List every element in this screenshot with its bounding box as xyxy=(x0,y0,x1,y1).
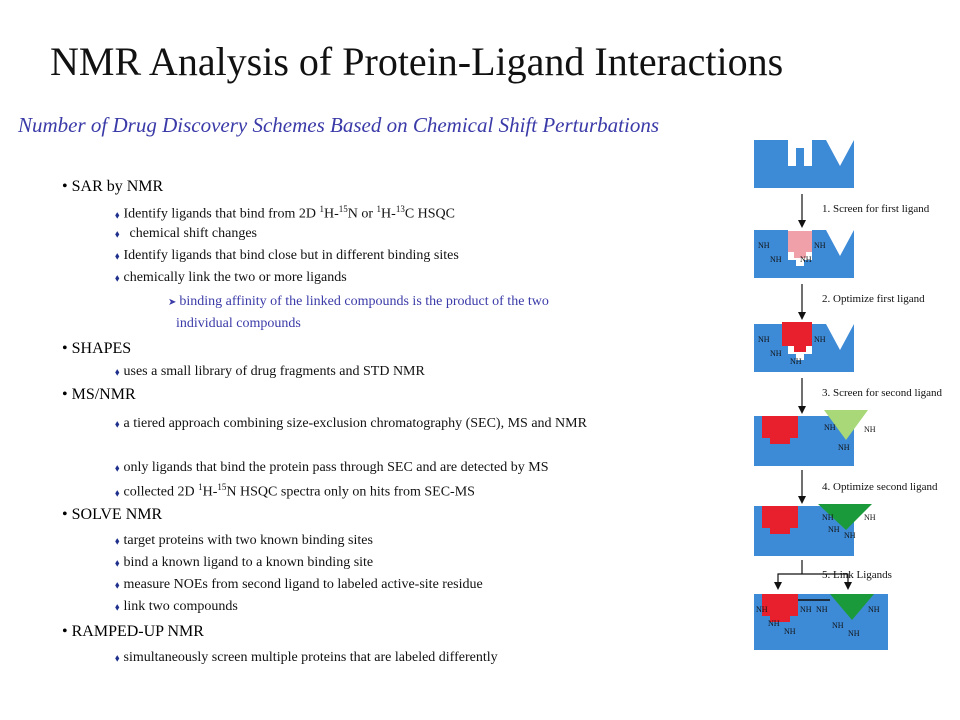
diamond-bullet-icon: ⬧ xyxy=(115,463,120,474)
section-solve-nmr: SOLVE NMR xyxy=(62,506,163,524)
section-sar-by-nmr: SAR by NMR xyxy=(62,178,164,196)
svg-text:NH: NH xyxy=(814,335,826,344)
svg-text:NH: NH xyxy=(770,349,782,358)
link-bracket xyxy=(777,573,849,584)
diamond-bullet-icon: ⬧ xyxy=(115,487,120,499)
svg-text:NH: NH xyxy=(816,605,828,614)
svg-text:NH: NH xyxy=(844,531,856,540)
list-item: ⬧ collected 2D 1H-15N HSQC spectra only o… xyxy=(115,482,475,500)
svg-text:NH: NH xyxy=(800,605,812,614)
diamond-bullet-icon: ⬧ xyxy=(115,580,120,591)
list-item: ⬧ Identify ligands that bind from 2D 1H-1… xyxy=(115,204,455,222)
arrow-head-icon xyxy=(774,582,782,590)
svg-text:NH: NH xyxy=(800,255,812,264)
list-item: ⬧ target proteins with two known binding … xyxy=(115,533,373,548)
svg-text:NH: NH xyxy=(828,525,840,534)
diamond-bullet-icon: ⬧ xyxy=(115,273,120,284)
section-ms-nmr: MS/NMR xyxy=(62,386,136,404)
svg-text:NH: NH xyxy=(824,423,836,432)
svg-text:NH: NH xyxy=(848,629,860,638)
content-list: SAR by NMR ⬧Identify ligands that bind f… xyxy=(0,0,720,720)
diamond-bullet-icon: ⬧ xyxy=(115,251,120,262)
linked-second-ligand xyxy=(830,594,874,620)
step-label-1: 1. Screen for first ligand xyxy=(822,203,930,215)
page-subtitle: Number of Drug Discovery Schemes Based o… xyxy=(18,113,659,137)
svg-text:NH: NH xyxy=(868,605,880,614)
protein-panel-6: NH NH NH NH NH NH NH NH xyxy=(754,594,888,650)
step-label-2: 2. Optimize first ligand xyxy=(822,293,925,305)
arrow-bullet-icon: ➤ xyxy=(168,297,177,308)
section-shapes: SHAPES xyxy=(62,340,132,358)
list-item: ⬧ chemically link the two or more ligands xyxy=(115,270,347,285)
svg-text:NH: NH xyxy=(758,335,770,344)
diamond-bullet-icon: ⬧ xyxy=(115,229,120,240)
diamond-bullet-icon: ⬧ xyxy=(115,419,120,430)
step-label-3: 3. Screen for second ligand xyxy=(822,387,943,399)
svg-text:NH: NH xyxy=(790,357,802,366)
list-item: ⬧ link two compounds xyxy=(115,599,238,614)
second-ligand-screen xyxy=(824,410,868,440)
second-ligand xyxy=(818,504,872,530)
arrow-head-icon xyxy=(798,312,806,320)
linked-first-ligand xyxy=(762,594,798,622)
list-item: ⬧ chemical shift changes xyxy=(115,226,258,241)
svg-text:NH: NH xyxy=(768,619,780,628)
svg-text:NH: NH xyxy=(832,621,844,630)
list-item: ⬧ simultaneously screen multiple proteins… xyxy=(115,650,498,665)
step-label-5: 5. Link Ligands xyxy=(822,569,892,581)
protein-panel-4: NH NH NH xyxy=(754,410,876,466)
arrow-head-icon xyxy=(798,220,806,228)
page-title: NMR Analysis of Protein-Ligand Interacti… xyxy=(50,39,784,84)
protein-panel-2: NH NH NH NH xyxy=(754,230,854,278)
svg-text:NH: NH xyxy=(814,241,826,250)
first-ligand xyxy=(782,322,812,352)
svg-text:NH: NH xyxy=(784,627,796,636)
svg-text:NH: NH xyxy=(756,605,768,614)
first-ligand-screen xyxy=(788,231,812,258)
diamond-bullet-icon: ⬧ xyxy=(115,558,120,569)
svg-text:NH: NH xyxy=(770,255,782,264)
svg-text:NH: NH xyxy=(864,425,876,434)
diamond-bullet-icon: ⬧ xyxy=(115,653,120,664)
svg-text:NH: NH xyxy=(822,513,834,522)
sar-by-nmr-diagram: 1. Screen for first ligand NH NH NH NH 2… xyxy=(754,140,943,650)
step-label-4: 4. Optimize second ligand xyxy=(822,481,938,493)
list-item: ⬧ only ligands that bind the protein pass… xyxy=(115,460,549,475)
list-item: ⬧ bind a known ligand to a known binding … xyxy=(115,555,374,570)
diamond-bullet-icon: ⬧ xyxy=(115,367,120,378)
diamond-bullet-icon: ⬧ xyxy=(115,209,120,221)
sub-list-item: ➤ binding affinity of the linked compound… xyxy=(168,294,549,309)
list-item: ⬧ uses a small library of drug fragments … xyxy=(115,364,425,379)
arrow-head-icon xyxy=(798,496,806,504)
first-ligand xyxy=(762,506,798,534)
protein-panel-1 xyxy=(754,140,854,188)
first-ligand xyxy=(762,416,798,444)
protein-panel-3: NH NH NH NH xyxy=(754,322,854,372)
svg-text:NH: NH xyxy=(758,241,770,250)
sub-list-item-continuation: individual compounds xyxy=(176,316,301,331)
arrow-head-icon xyxy=(798,406,806,414)
svg-text:NH: NH xyxy=(838,443,850,452)
list-item: ⬧ measure NOEs from second ligand to labe… xyxy=(115,577,483,592)
section-ramped-up-nmr: RAMPED-UP NMR xyxy=(62,623,204,641)
protein-panel-5: NH NH NH NH xyxy=(754,504,876,556)
list-item: ⬧ a tiered approach combining size-exclus… xyxy=(115,416,587,431)
svg-text:NH: NH xyxy=(864,513,876,522)
diamond-bullet-icon: ⬧ xyxy=(115,536,120,547)
list-item: ⬧ Identify ligands that bind close but in… xyxy=(115,248,459,263)
diamond-bullet-icon: ⬧ xyxy=(115,602,120,613)
arrow-head-icon xyxy=(844,582,852,590)
